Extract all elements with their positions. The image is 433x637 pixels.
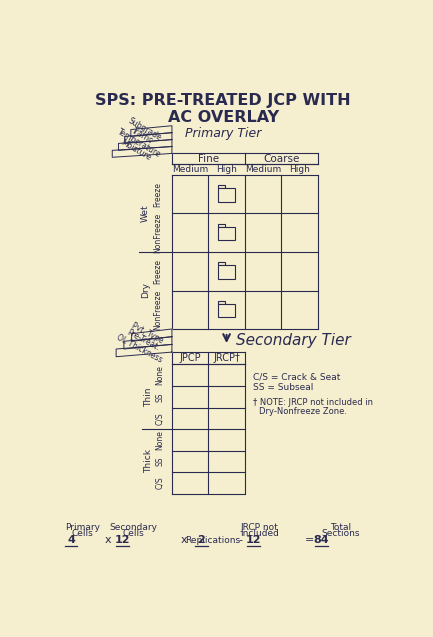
Text: C/S: C/S [155, 412, 164, 425]
Text: Total: Total [330, 522, 352, 531]
Text: x: x [105, 535, 112, 545]
Bar [218, 262, 225, 266]
Polygon shape [112, 147, 172, 157]
Text: Pvt. Type: Pvt. Type [130, 321, 165, 345]
Text: JRCP not: JRCP not [241, 522, 278, 531]
Text: † NOTE: JRCP not included in: † NOTE: JRCP not included in [252, 398, 372, 408]
Bar [218, 185, 225, 189]
Bar [218, 266, 235, 278]
Polygon shape [116, 345, 172, 357]
Text: Cells: Cells [122, 529, 144, 538]
Text: High: High [289, 165, 310, 174]
Text: Primary: Primary [65, 522, 100, 531]
Bar [218, 189, 235, 201]
Text: NonFreeze: NonFreeze [153, 290, 162, 330]
Text: 2: 2 [197, 535, 205, 545]
Text: C/S = Crack & Seat: C/S = Crack & Seat [252, 372, 340, 381]
Text: Wet: Wet [141, 204, 150, 222]
Text: =: = [305, 535, 314, 545]
Text: Moisture: Moisture [119, 138, 152, 162]
Text: Medium: Medium [172, 165, 208, 174]
Text: JPCP: JPCP [179, 354, 201, 363]
Text: AC OVERLAY: AC OVERLAY [168, 110, 279, 125]
Text: Cells: Cells [72, 529, 94, 538]
Text: None: None [155, 365, 164, 385]
Text: 12: 12 [115, 535, 130, 545]
Text: Replications: Replications [185, 536, 241, 545]
Bar [218, 227, 235, 240]
Text: High: High [216, 165, 237, 174]
Text: Primary Tier: Primary Tier [185, 127, 261, 140]
Text: Subgrade: Subgrade [127, 116, 163, 142]
Text: 4: 4 [67, 535, 75, 545]
Text: Temperature: Temperature [116, 127, 162, 159]
Text: Dry-Nonfreeze Zone.: Dry-Nonfreeze Zone. [259, 407, 347, 416]
Text: Dry: Dry [141, 282, 150, 299]
Text: 84: 84 [313, 535, 330, 545]
Text: JRCP†: JRCP† [213, 354, 240, 363]
Text: C/S: C/S [155, 476, 164, 489]
Text: Freeze: Freeze [153, 182, 162, 207]
Bar [218, 301, 225, 304]
Text: None: None [155, 430, 164, 450]
Text: Coarse: Coarse [263, 154, 299, 164]
Text: Secondary: Secondary [109, 522, 157, 531]
Polygon shape [125, 132, 172, 143]
Polygon shape [119, 140, 172, 150]
Text: x: x [181, 535, 187, 545]
Text: Pre-Treat.: Pre-Treat. [126, 328, 161, 353]
Text: Fine: Fine [198, 154, 219, 164]
Text: Secondary Tier: Secondary Tier [236, 333, 351, 348]
Bar [218, 224, 225, 227]
Polygon shape [132, 329, 172, 341]
Text: Thick: Thick [144, 450, 153, 473]
Text: -: - [238, 535, 242, 545]
Text: SS: SS [155, 457, 164, 466]
Text: SPS: PRE-TREATED JCP WITH: SPS: PRE-TREATED JCP WITH [95, 94, 351, 108]
Text: Traffic: Traffic [130, 126, 155, 146]
Text: SS = Subseal: SS = Subseal [252, 383, 313, 392]
Polygon shape [131, 125, 172, 136]
Text: SS: SS [155, 392, 164, 401]
Text: 12: 12 [246, 535, 261, 545]
Text: OL Thickness: OL Thickness [115, 333, 164, 364]
Text: Medium: Medium [245, 165, 281, 174]
Text: Freeze: Freeze [153, 259, 162, 283]
Text: included: included [240, 529, 279, 538]
Bar [218, 304, 235, 317]
Text: Sections: Sections [322, 529, 360, 538]
Text: NonFreeze: NonFreeze [153, 213, 162, 253]
Polygon shape [124, 337, 172, 349]
Text: Thin: Thin [144, 387, 153, 406]
